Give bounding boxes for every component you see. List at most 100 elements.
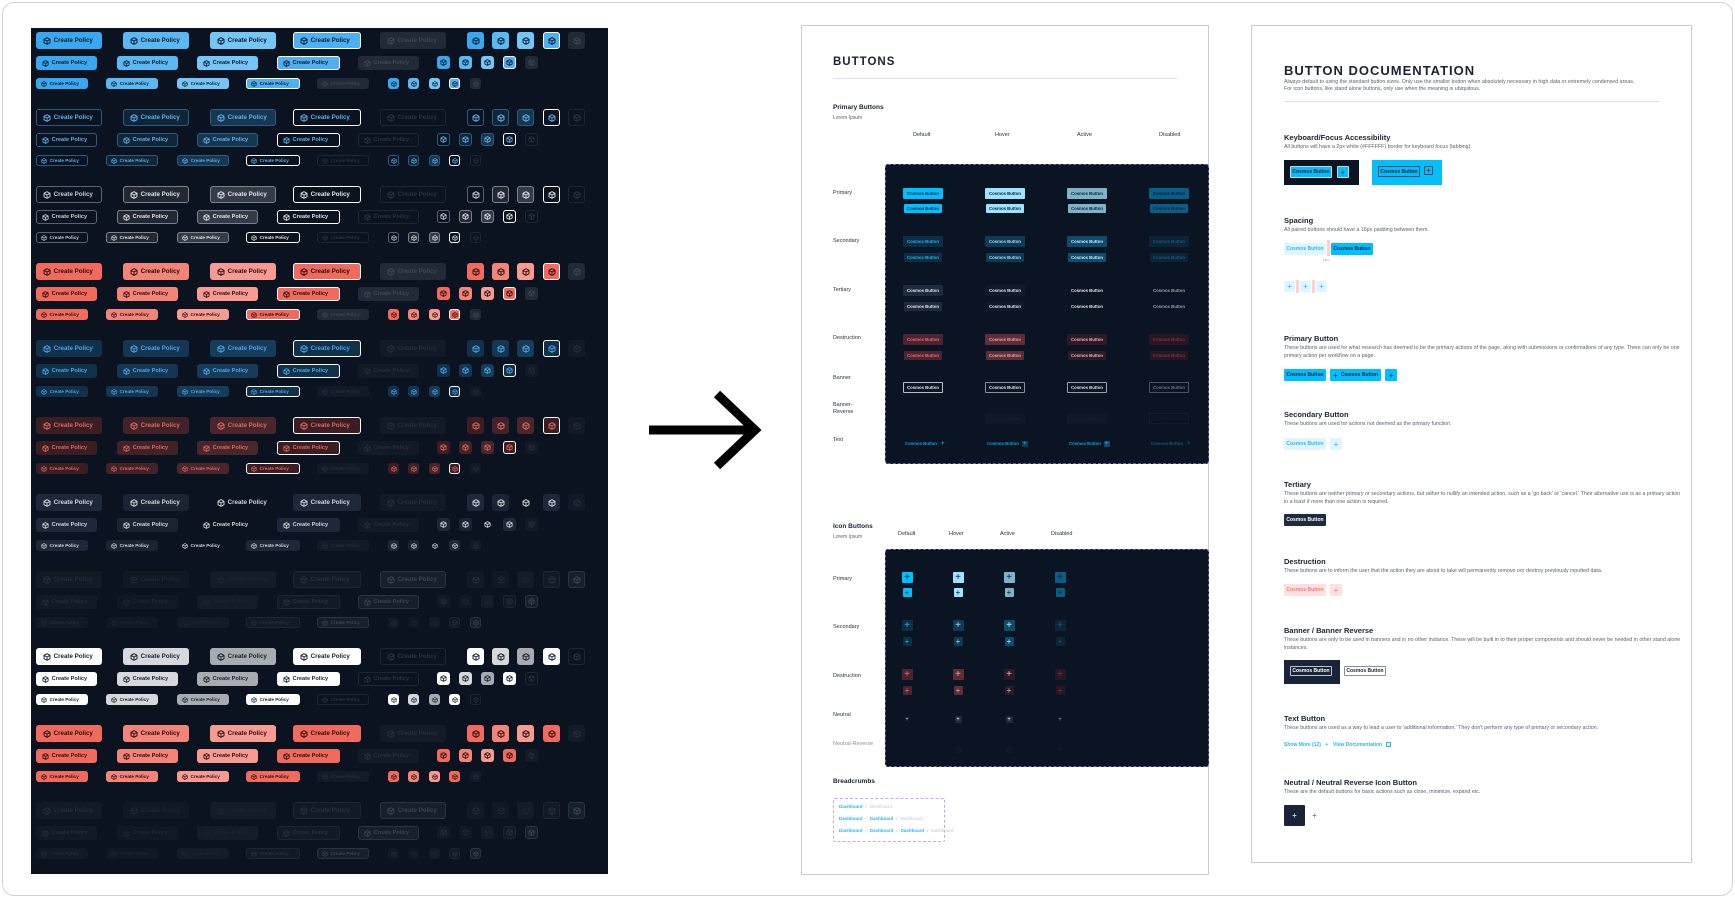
- plus-icon-button[interactable]: +: [1003, 620, 1015, 631]
- plus-icon-button[interactable]: +: [1057, 746, 1064, 753]
- cube-icon-button[interactable]: [467, 417, 484, 434]
- create-policy-button[interactable]: Create Policy: [36, 802, 102, 819]
- create-policy-button[interactable]: Create Policy: [117, 826, 178, 840]
- cube-icon-button[interactable]: [525, 826, 538, 839]
- create-policy-button[interactable]: Create Policy: [177, 386, 229, 397]
- cube-icon-button[interactable]: [543, 340, 560, 357]
- cube-icon-button[interactable]: [503, 826, 516, 839]
- create-policy-button[interactable]: Create Policy: [246, 617, 300, 628]
- cosmos-button[interactable]: Cosmos Button: [904, 204, 942, 213]
- create-policy-button[interactable]: Create Policy: [197, 210, 258, 224]
- create-policy-button[interactable]: Create Policy: [117, 287, 178, 301]
- plus-icon-button[interactable]: +: [1330, 584, 1342, 596]
- cube-icon-button[interactable]: [470, 694, 481, 705]
- breadcrumb-link[interactable]: Dashboard: [869, 816, 894, 821]
- create-policy-button[interactable]: Create Policy: [293, 494, 361, 511]
- cosmos-button[interactable]: Cosmos Button: [1149, 188, 1189, 199]
- cube-icon-button[interactable]: [437, 595, 450, 608]
- cube-icon-button[interactable]: [437, 287, 450, 300]
- create-policy-button[interactable]: Create Policy: [358, 287, 419, 301]
- create-policy-button[interactable]: Create Policy: [123, 32, 189, 49]
- create-policy-button[interactable]: Create Policy: [277, 749, 340, 763]
- plus-icon-button[interactable]: +: [1284, 281, 1295, 292]
- cube-icon-button[interactable]: [470, 617, 481, 628]
- create-policy-button[interactable]: Create Policy: [106, 771, 158, 782]
- cube-icon-button[interactable]: [543, 417, 560, 434]
- create-policy-button[interactable]: Create Policy: [177, 540, 229, 551]
- cube-icon-button[interactable]: [492, 802, 509, 819]
- create-policy-button[interactable]: Create Policy: [380, 32, 446, 49]
- plus-icon-button[interactable]: +: [1004, 588, 1014, 597]
- create-policy-button[interactable]: Create Policy: [106, 155, 158, 166]
- create-policy-button[interactable]: Create Policy: [197, 518, 258, 532]
- create-policy-button[interactable]: Create Policy: [123, 186, 189, 203]
- cosmos-button[interactable]: Cosmos Button: [1071, 304, 1103, 309]
- cosmos-button[interactable]: Cosmos Button: [904, 253, 942, 262]
- cube-icon-button[interactable]: [543, 802, 560, 819]
- cosmos-button[interactable]: Cosmos Button: [985, 285, 1025, 296]
- create-policy-button[interactable]: Create Policy: [36, 263, 102, 280]
- cube-icon-button[interactable]: [481, 826, 494, 839]
- cube-icon-button[interactable]: [470, 309, 481, 320]
- neutral-icon-button[interactable]: +: [1284, 805, 1305, 826]
- cube-icon-button[interactable]: [503, 287, 516, 300]
- cube-icon-button[interactable]: [525, 287, 538, 300]
- cube-icon-button[interactable]: [429, 848, 440, 859]
- cube-icon-button[interactable]: [481, 133, 494, 146]
- plus-icon-button[interactable]: +: [1054, 620, 1066, 631]
- create-policy-button[interactable]: Create Policy: [36, 186, 102, 203]
- create-policy-button[interactable]: Create Policy: [177, 617, 229, 628]
- create-policy-button[interactable]: Create Policy: [197, 672, 258, 686]
- create-policy-button[interactable]: Create Policy: [197, 749, 258, 763]
- cube-icon-button[interactable]: [388, 155, 399, 166]
- create-policy-button[interactable]: Create Policy: [36, 694, 88, 705]
- cube-icon-button[interactable]: [449, 771, 460, 782]
- cube-icon-button[interactable]: [408, 540, 419, 551]
- cube-icon-button[interactable]: [517, 571, 534, 588]
- cube-icon-button[interactable]: [449, 386, 460, 397]
- create-policy-button[interactable]: Create Policy: [277, 518, 340, 532]
- create-policy-button[interactable]: Create Policy: [246, 694, 300, 705]
- cube-icon-button[interactable]: [492, 494, 509, 511]
- create-policy-button[interactable]: Create Policy: [277, 672, 340, 686]
- cosmos-button[interactable]: Cosmos Button: [1068, 351, 1106, 360]
- cosmos-button[interactable]: Cosmos Button: [1150, 351, 1188, 360]
- cosmos-button[interactable]: Cosmos Button: [1068, 204, 1106, 213]
- create-policy-button[interactable]: Create Policy: [123, 109, 189, 126]
- cube-icon-button[interactable]: [470, 155, 481, 166]
- cube-icon-button[interactable]: [459, 672, 472, 685]
- create-policy-button[interactable]: Create Policy: [380, 725, 446, 742]
- create-policy-button[interactable]: Create Policy: [36, 595, 97, 609]
- cube-icon-button[interactable]: [481, 364, 494, 377]
- cosmos-button[interactable]: Cosmos Button: [903, 188, 943, 199]
- plus-icon-button[interactable]: +: [901, 620, 913, 631]
- create-policy-button[interactable]: Create Policy: [293, 725, 361, 742]
- cube-icon-button[interactable]: [408, 463, 419, 474]
- breadcrumb-link[interactable]: Dashboard: [900, 828, 925, 833]
- cosmos-button[interactable]: Cosmos Button: [1149, 236, 1189, 247]
- view-documentation-link[interactable]: View Documentation: [1333, 742, 1392, 748]
- cube-icon-button[interactable]: [467, 802, 484, 819]
- cube-icon-button[interactable]: [481, 287, 494, 300]
- cube-icon-button[interactable]: [429, 694, 440, 705]
- cube-icon-button[interactable]: [429, 309, 440, 320]
- create-policy-button[interactable]: Create Policy: [117, 749, 178, 763]
- cosmos-button[interactable]: Cosmos Button: [1149, 334, 1189, 345]
- cube-icon-button[interactable]: [388, 463, 399, 474]
- cube-icon-button[interactable]: [408, 78, 419, 89]
- cube-icon-button[interactable]: [492, 32, 509, 49]
- cube-icon-button[interactable]: [449, 309, 460, 320]
- cube-icon-button[interactable]: [517, 648, 534, 665]
- cosmos-button[interactable]: Cosmos Button: [1071, 288, 1103, 293]
- create-policy-button[interactable]: Create Policy: [210, 340, 276, 357]
- text-button[interactable]: Cosmos Button +: [904, 439, 947, 448]
- cosmos-button[interactable]: Cosmos Button: [1150, 253, 1188, 262]
- cube-icon-button[interactable]: [459, 210, 472, 223]
- cube-icon-button[interactable]: [470, 463, 481, 474]
- cube-icon-button[interactable]: [437, 441, 450, 454]
- cube-icon-button[interactable]: [449, 540, 460, 551]
- cube-icon-button[interactable]: [388, 617, 399, 628]
- cube-icon-button[interactable]: [408, 155, 419, 166]
- cosmos-button[interactable]: Cosmos Button: [985, 334, 1025, 345]
- create-policy-button[interactable]: Create Policy: [210, 802, 276, 819]
